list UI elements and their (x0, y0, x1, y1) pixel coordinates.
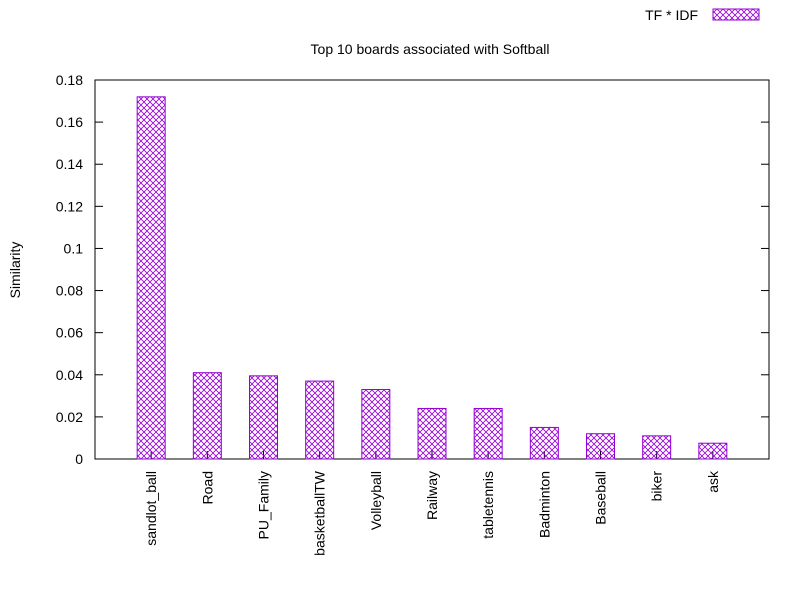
bar (361, 389, 391, 460)
bar (417, 407, 447, 460)
x-tick-label: Badminton (536, 471, 552, 538)
x-tick-label: tabletennis (480, 471, 496, 539)
y-tick-label: 0.1 (64, 240, 84, 256)
bar (698, 442, 728, 460)
bar (249, 375, 278, 460)
bar (529, 426, 559, 460)
legend-swatch (712, 8, 760, 21)
y-tick-label: 0.06 (56, 325, 83, 341)
y-axis-label: Similarity (7, 242, 23, 299)
x-tick-label: Baseball (593, 471, 609, 525)
y-tick-label: 0.02 (56, 409, 83, 425)
bar (305, 380, 335, 460)
x-tick-label: Volleyball (368, 471, 384, 530)
y-tick-label: 0 (75, 451, 83, 467)
y-tick-label: 0.14 (56, 156, 83, 172)
x-tick-label: Road (199, 471, 215, 504)
bar (642, 435, 672, 460)
bar (586, 433, 615, 460)
bar (192, 372, 222, 460)
legend: TF * IDF (645, 7, 760, 23)
x-tick-label: PU_Family (256, 471, 272, 539)
chart-title: Top 10 boards associated with Softball (311, 41, 550, 57)
legend-label: TF * IDF (645, 7, 698, 23)
y-tick-label: 0.04 (56, 367, 83, 383)
plot-area: 0 0.02 0.04 0.06 0.08 0.1 0.12 0.14 0.16 0.18 sand… (56, 72, 770, 556)
y-tick-label: 0.12 (56, 198, 83, 214)
x-tick-label: ask (705, 470, 721, 493)
x-tick-label: sandlot_ball (143, 471, 159, 546)
x-tick-label: biker (649, 471, 665, 502)
y-tick-label: 0.16 (56, 114, 83, 130)
y-tick-label: 0.08 (56, 283, 83, 299)
x-tick-label: basketballTW (312, 470, 328, 556)
y-tick-label: 0.18 (56, 72, 83, 88)
bar (136, 96, 166, 460)
bar (473, 407, 503, 460)
x-tick-label: Railway (424, 471, 440, 520)
